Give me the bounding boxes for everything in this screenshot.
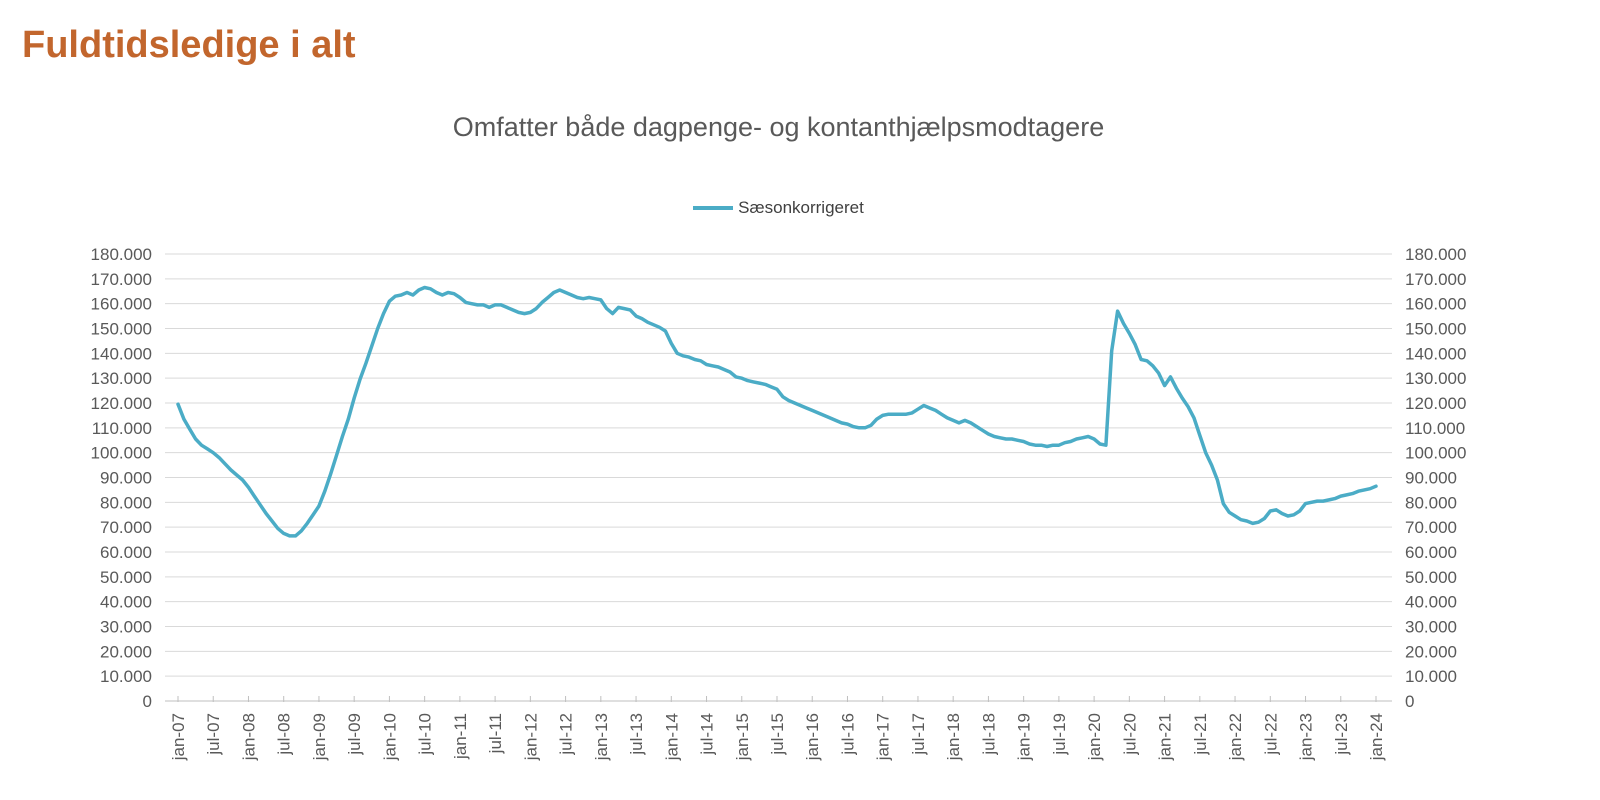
y-axis-label-left: 110.000	[92, 419, 152, 438]
x-axis-label: jul-22	[1261, 713, 1280, 756]
y-axis-label-right: 90.000	[1405, 469, 1457, 488]
x-axis-label: jul-11	[486, 713, 505, 754]
y-axis-label-right: 30.000	[1405, 618, 1457, 637]
page-title: Fuldtidsledige i alt	[22, 24, 356, 66]
y-axis-label-left: 20.000	[100, 642, 152, 661]
y-axis-label-left: 120.000	[91, 394, 152, 413]
y-axis-label-left: 50.000	[100, 568, 152, 587]
y-axis-label-left: 70.000	[100, 518, 152, 537]
x-axis-label: jul-07	[204, 713, 223, 756]
y-axis-label-right: 100.000	[1405, 444, 1466, 463]
y-axis-label-left: 170.000	[91, 270, 152, 289]
x-axis-label: jan-21	[1156, 713, 1175, 761]
y-axis-label-left: 90.000	[100, 469, 152, 488]
x-axis-label: jan-23	[1297, 713, 1316, 761]
x-axis-label: jul-16	[838, 713, 857, 756]
y-axis-label-right: 110.000	[1405, 419, 1465, 438]
x-axis-label: jul-14	[698, 713, 717, 756]
y-axis-label-left: 80.000	[100, 493, 152, 512]
legend-line-marker	[693, 206, 734, 210]
y-axis-label-left: 100.000	[91, 444, 152, 463]
series-line-saesonkorrigeret	[176, 285, 1378, 538]
y-axis-label-right: 10.000	[1405, 667, 1457, 686]
y-axis-label-right: 0	[1405, 692, 1414, 711]
x-axis-label: jan-17	[874, 713, 893, 761]
x-axis-label: jan-16	[803, 713, 822, 761]
x-axis-label: jan-07	[169, 713, 188, 761]
x-axis-label: jul-08	[275, 713, 294, 756]
x-axis-label: jan-10	[380, 713, 399, 761]
y-axis-label-right: 150.000	[1405, 320, 1466, 339]
x-axis-label: jul-23	[1332, 713, 1351, 756]
chart-title: Omfatter både dagpenge- og kontanthjælps…	[452, 112, 1105, 142]
y-axis-label-left: 60.000	[100, 543, 152, 562]
y-axis-label-right: 140.000	[1405, 344, 1466, 363]
x-axis-label: jan-12	[521, 713, 540, 761]
y-axis-label-left: 180.000	[91, 245, 152, 264]
x-axis-label: jul-21	[1191, 713, 1210, 756]
x-axis-label: jan-15	[733, 713, 752, 761]
x-axis-label: jan-13	[592, 713, 611, 761]
x-axis-label: jul-20	[1120, 713, 1139, 756]
x-axis-label: jan-08	[239, 713, 258, 761]
x-axis-label: jul-15	[768, 713, 787, 756]
x-axis-label: jan-22	[1226, 713, 1245, 761]
x-axis-label: jul-18	[979, 713, 998, 756]
y-axis-label-right: 170.000	[1405, 270, 1466, 289]
y-axis-label-left: 160.000	[91, 295, 152, 314]
x-axis-label: jan-20	[1085, 713, 1104, 761]
x-axis-label: jan-19	[1015, 713, 1034, 761]
x-axis-label: jul-09	[345, 713, 364, 756]
y-axis-label-left: 30.000	[100, 618, 152, 637]
y-axis-label-right: 60.000	[1405, 543, 1457, 562]
x-axis-label: jul-19	[1050, 713, 1069, 756]
y-axis-label-right: 120.000	[1405, 394, 1466, 413]
y-axis-label-left: 40.000	[100, 593, 152, 612]
x-axis-label: jul-10	[416, 713, 435, 756]
x-axis-label: jan-18	[944, 713, 963, 761]
x-axis-label: jan-11	[451, 713, 470, 760]
y-axis-label-left: 140.000	[91, 344, 152, 363]
y-axis-label-left: 0	[143, 692, 152, 711]
y-axis-label-right: 160.000	[1405, 295, 1466, 314]
x-axis-label: jul-13	[627, 713, 646, 756]
x-axis-label: jul-17	[909, 713, 928, 756]
x-axis-label: jan-24	[1367, 713, 1386, 761]
x-axis-label: jan-09	[310, 713, 329, 761]
y-axis-label-right: 70.000	[1405, 518, 1457, 537]
y-axis-label-right: 80.000	[1405, 493, 1457, 512]
y-axis-label-right: 20.000	[1405, 642, 1457, 661]
y-axis-label-right: 40.000	[1405, 593, 1457, 612]
x-axis-label: jan-14	[662, 713, 681, 761]
y-axis-label-right: 50.000	[1405, 568, 1457, 587]
y-axis-label-right: 130.000	[1405, 369, 1466, 388]
y-axis-label-right: 180.000	[1405, 245, 1466, 264]
chart-legend: Sæsonkorrigeret	[165, 198, 1392, 218]
y-axis-label-left: 130.000	[91, 369, 152, 388]
y-axis-label-left: 150.000	[91, 320, 152, 339]
y-axis-label-left: 10.000	[100, 667, 152, 686]
legend-label: Sæsonkorrigeret	[738, 198, 864, 217]
x-axis-label: jul-12	[557, 713, 576, 756]
